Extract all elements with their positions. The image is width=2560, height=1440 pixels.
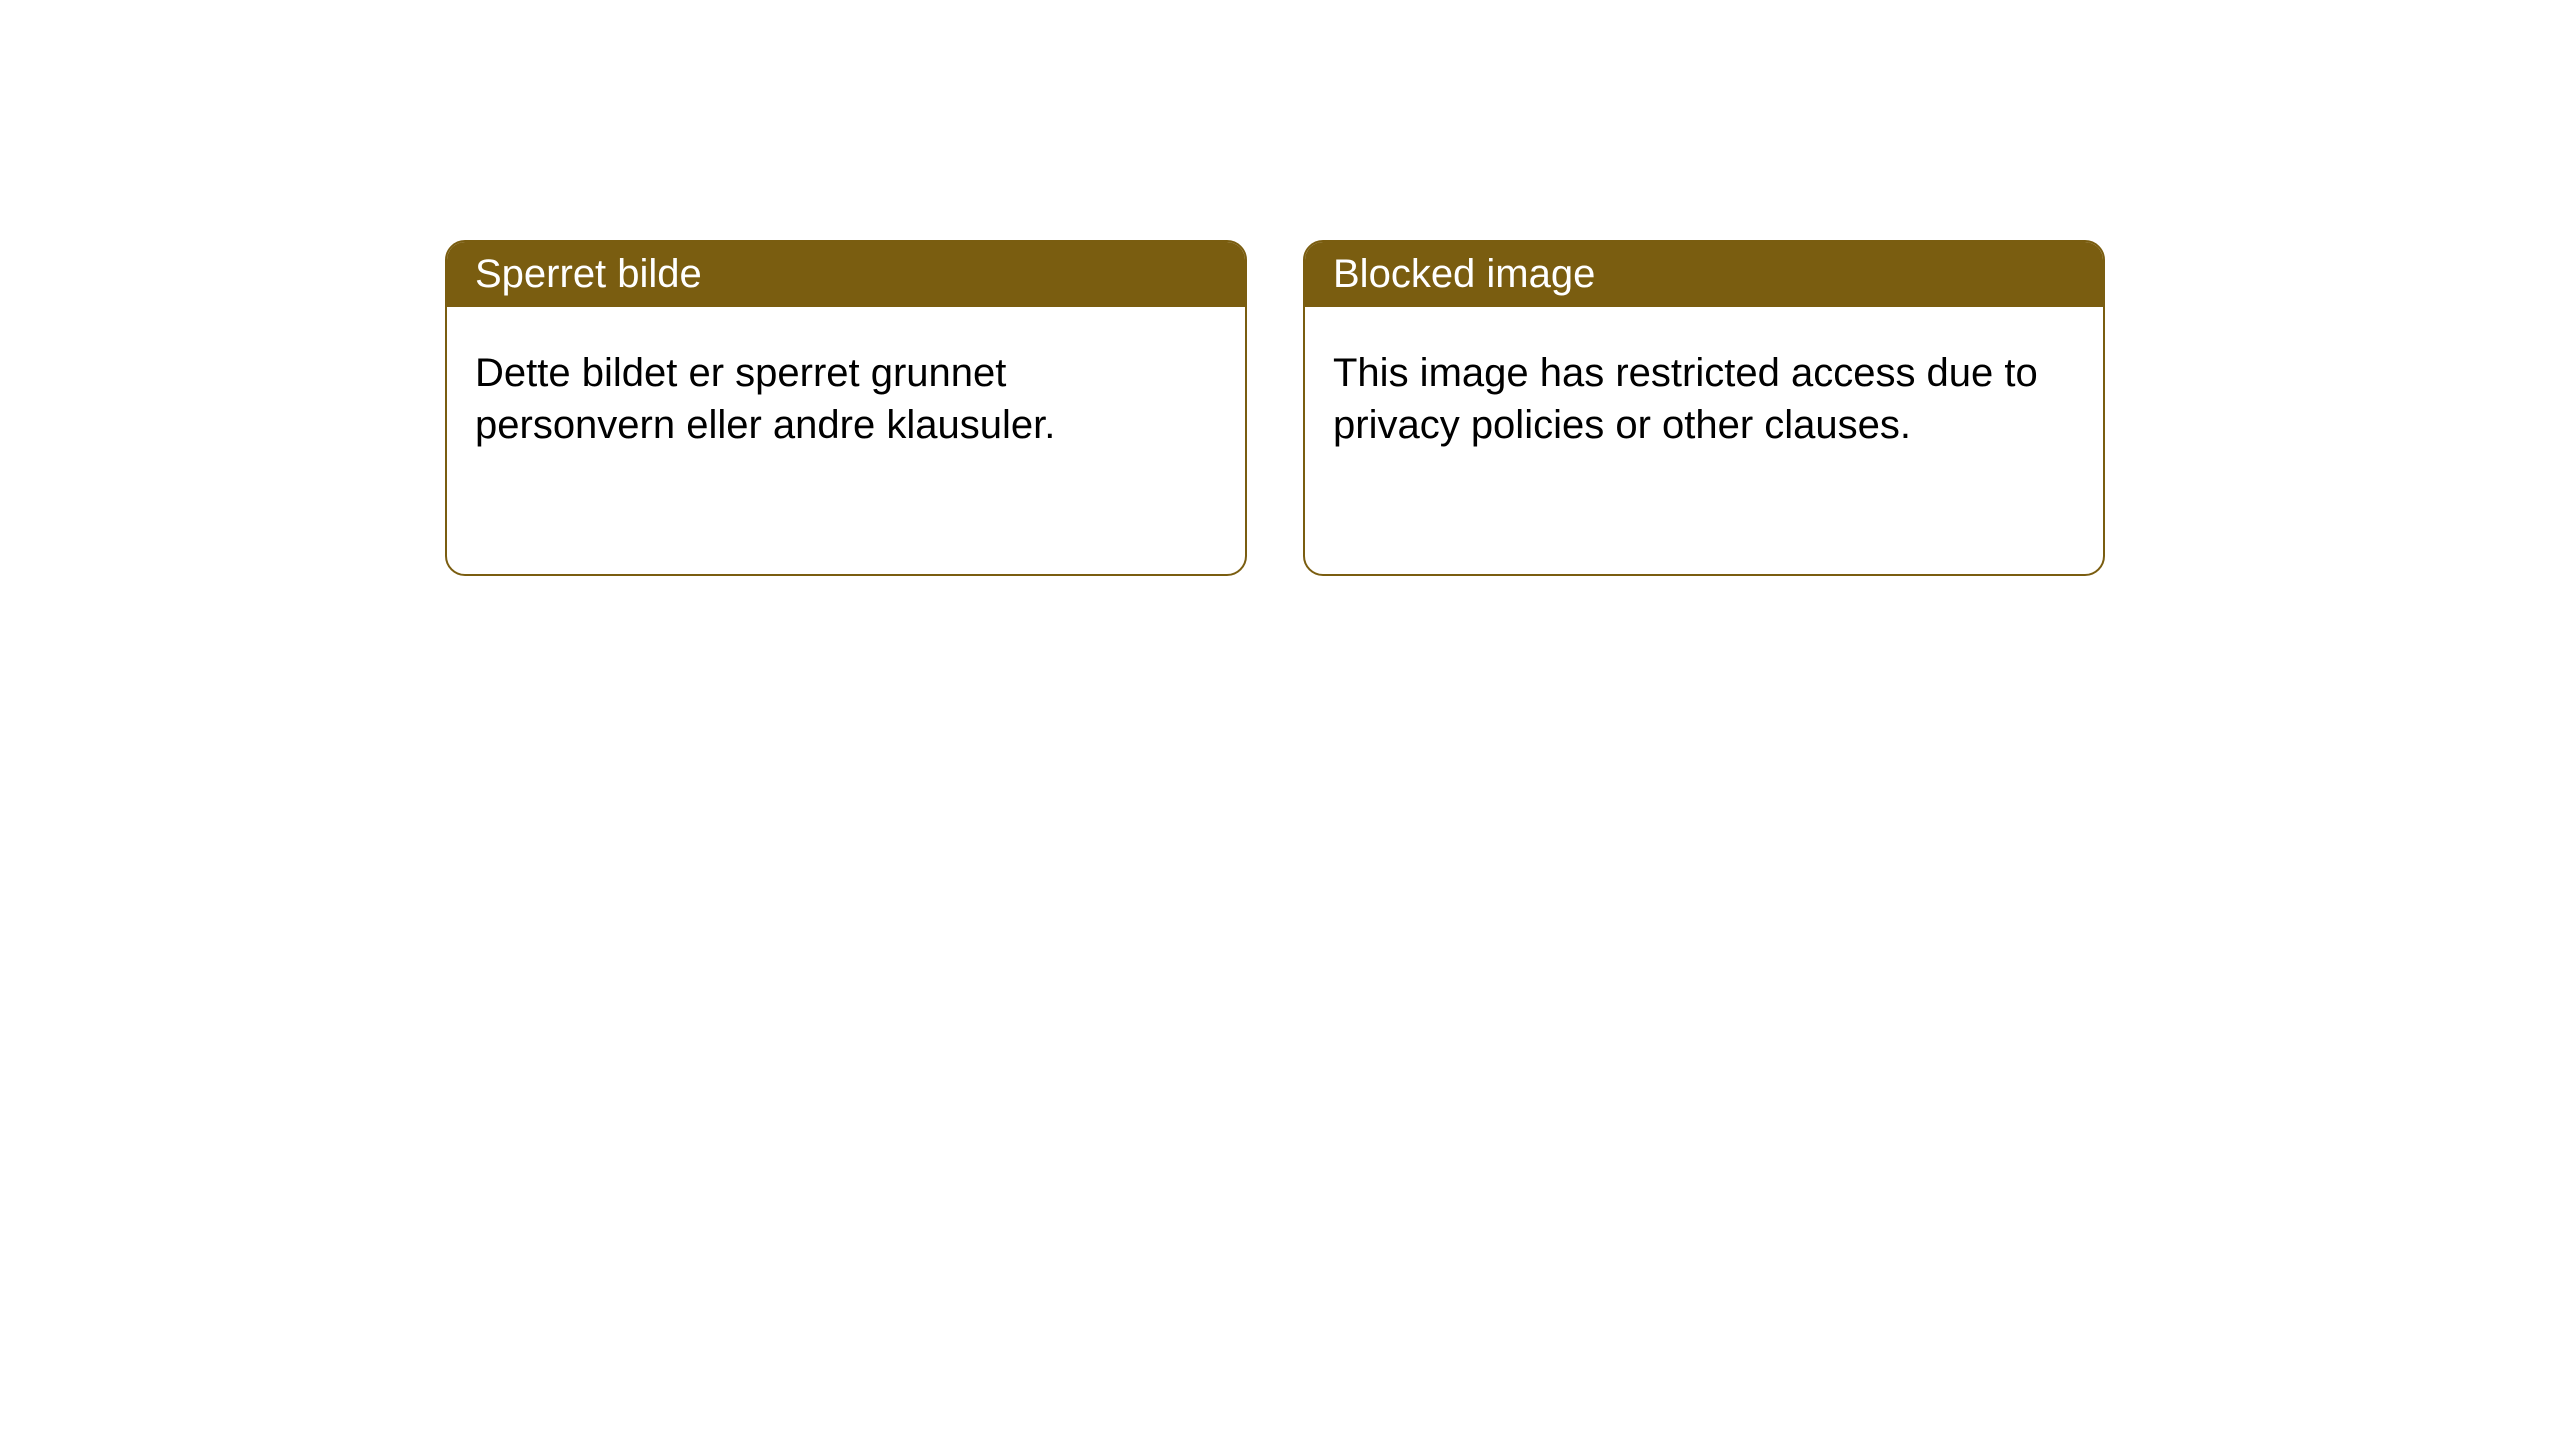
notice-card-norwegian: Sperret bilde Dette bildet er sperret gr… [445,240,1247,576]
notice-container: Sperret bilde Dette bildet er sperret gr… [0,0,2560,576]
notice-header-norwegian: Sperret bilde [447,242,1245,307]
notice-text-english: This image has restricted access due to … [1333,351,2038,447]
notice-header-english: Blocked image [1305,242,2103,307]
notice-body-norwegian: Dette bildet er sperret grunnet personve… [447,307,1245,491]
notice-text-norwegian: Dette bildet er sperret grunnet personve… [475,351,1055,447]
notice-body-english: This image has restricted access due to … [1305,307,2103,491]
notice-title-norwegian: Sperret bilde [475,252,702,296]
notice-title-english: Blocked image [1333,252,1595,296]
notice-card-english: Blocked image This image has restricted … [1303,240,2105,576]
